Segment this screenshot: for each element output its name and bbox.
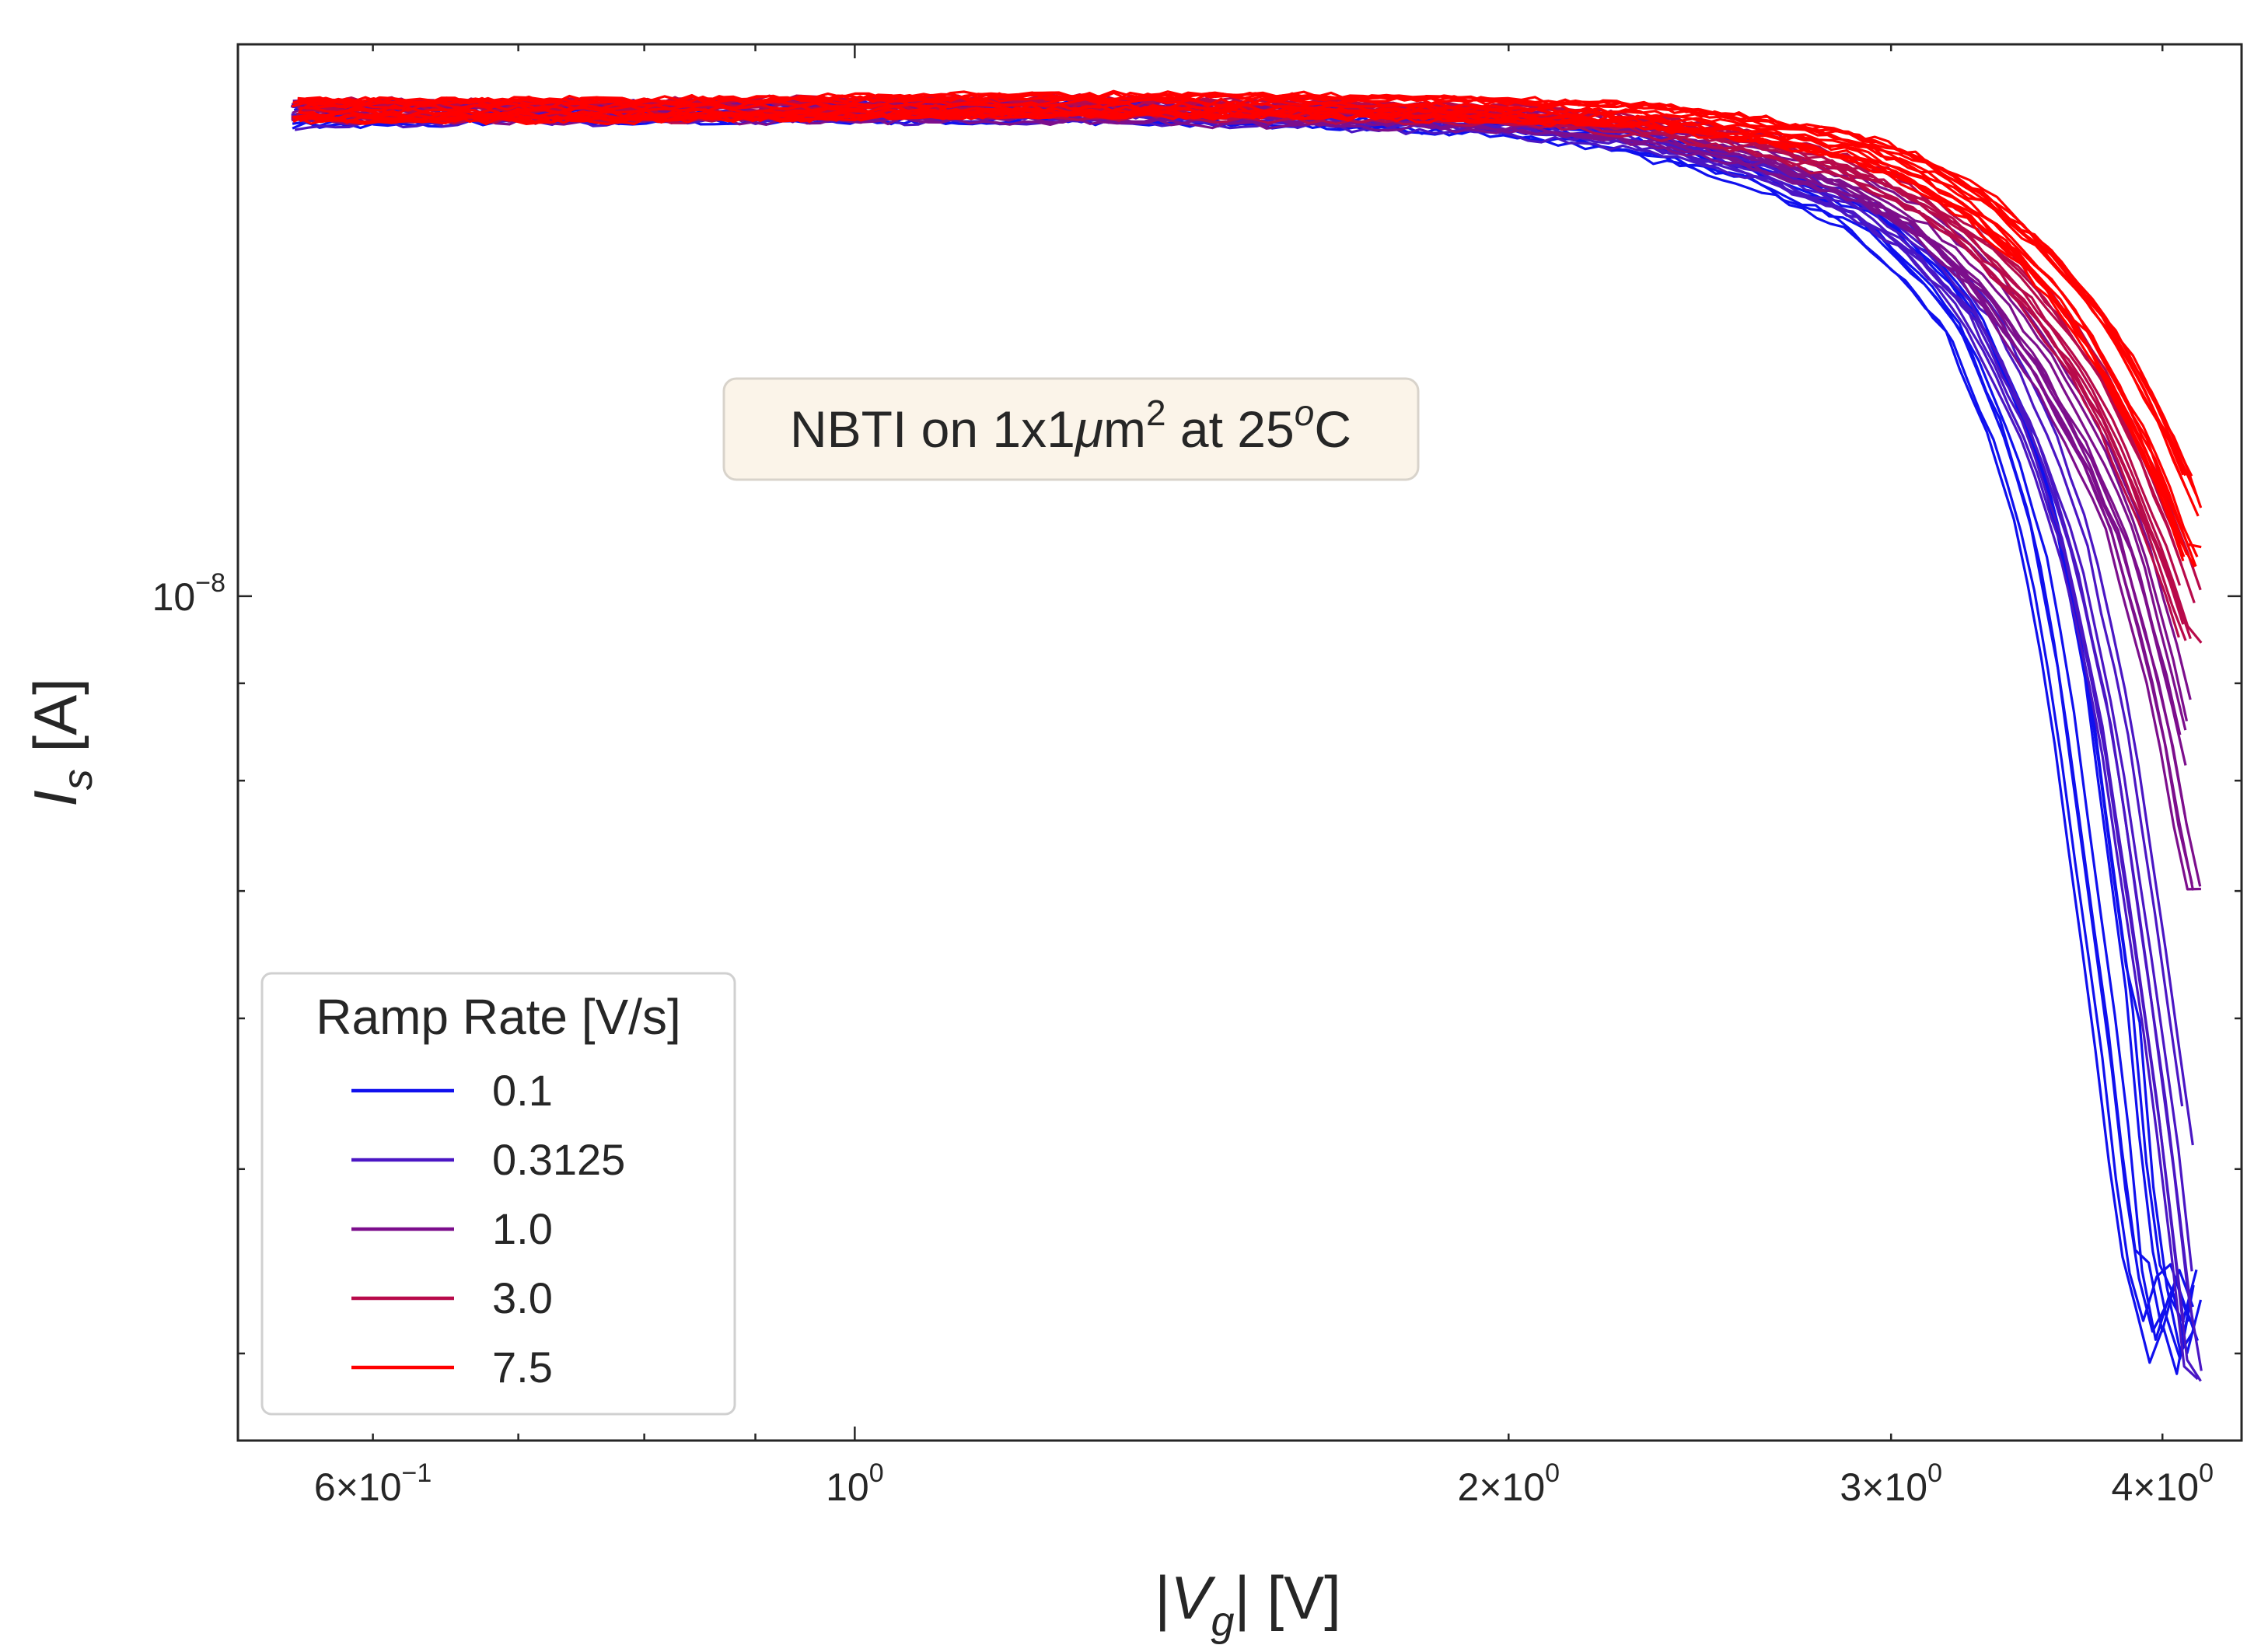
annotation-box: NBTI on 1x1μm2 at 25oC (722, 377, 1420, 481)
legend-item: 0.3125 (351, 1135, 625, 1184)
legend-label: 1.0 (492, 1204, 553, 1253)
series-7.5 (291, 89, 2203, 568)
legend-title: Ramp Rate [V/s] (316, 989, 681, 1045)
legend-label: 0.3125 (492, 1135, 625, 1184)
legend-item: 0.1 (351, 1066, 553, 1115)
series-line-7-5-rep-15 (300, 102, 2200, 517)
ticks-layer: 6×10−1 100 2×100 3×100 4×100 10−8 (152, 44, 2242, 1509)
legend: Ramp Rate [V/s] 0.1 0.3125 1.0 3.0 7.5 (260, 972, 736, 1416)
x-tick-label: 3×100 (1840, 1458, 1942, 1509)
x-tick-label: 6×10−1 (314, 1458, 432, 1509)
series-line-7-5-rep-13 (291, 96, 2180, 544)
legend-frame (260, 972, 736, 1416)
x-axis-label: |Vg| [V] (1155, 1563, 1341, 1645)
series-line-7-5-rep-14 (292, 91, 2185, 476)
annotation-text: NBTI on 1x1μm2 at 25oC (790, 393, 1351, 458)
x-tick-label: 2×100 (1458, 1458, 1560, 1509)
legend-label: 3.0 (492, 1273, 553, 1322)
y-axis-label: Is [A] (21, 678, 101, 807)
x-tick-label: 100 (826, 1458, 884, 1509)
legend-item: 7.5 (351, 1343, 553, 1392)
legend-item: 1.0 (351, 1204, 553, 1253)
y-tick-label: 10−8 (152, 568, 225, 619)
legend-entries: 0.1 0.3125 1.0 3.0 7.5 (351, 1066, 625, 1392)
legend-label: 0.1 (492, 1066, 553, 1115)
series-layer (290, 89, 2203, 1382)
plot-frame (236, 43, 2243, 1442)
legend-label: 7.5 (492, 1343, 553, 1392)
series-line-7-5-rep-12 (292, 108, 2196, 568)
x-tick-label: 4×100 (2111, 1458, 2214, 1509)
legend-item: 3.0 (351, 1273, 553, 1322)
